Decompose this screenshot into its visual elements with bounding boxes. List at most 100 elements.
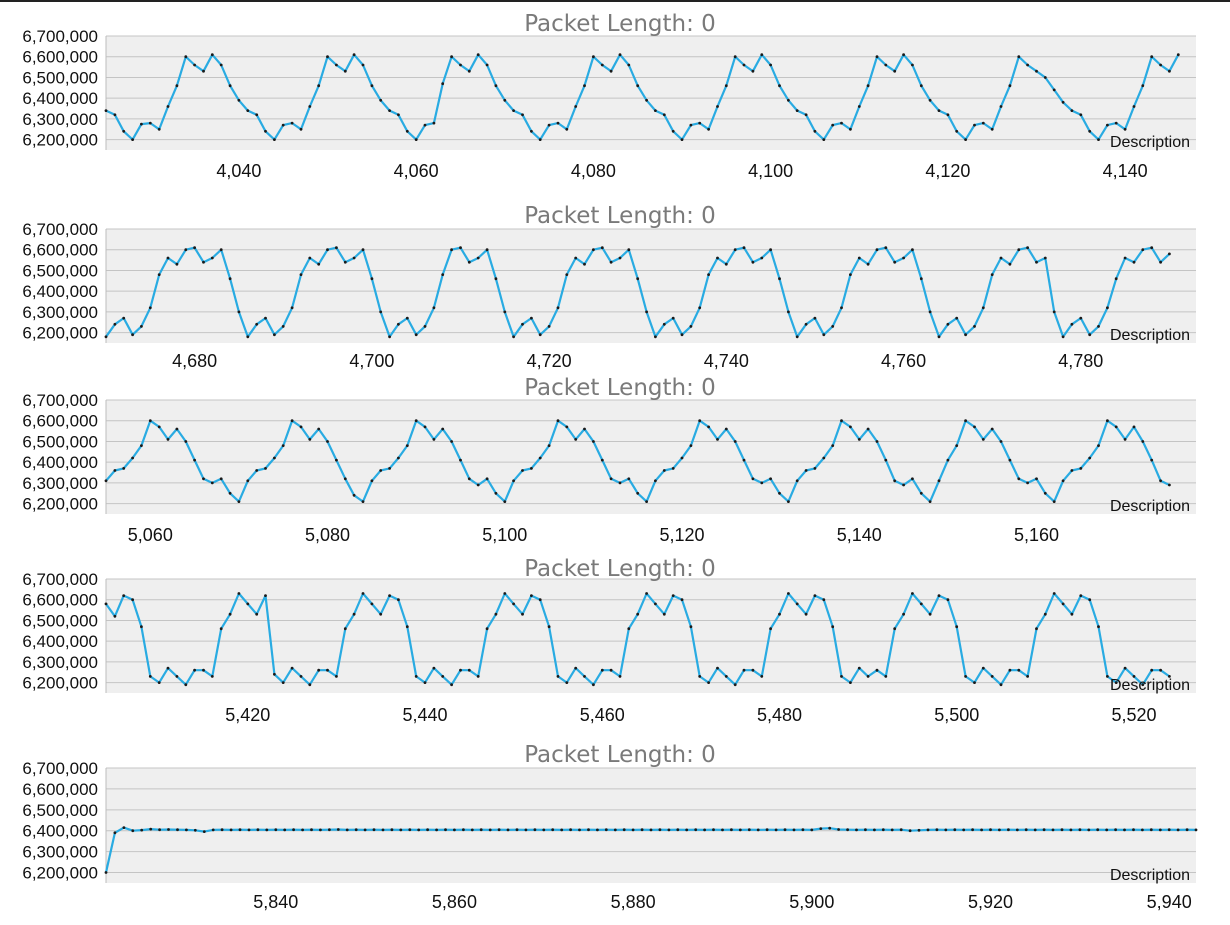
data-point xyxy=(801,828,805,832)
data-point xyxy=(813,594,817,597)
data-point xyxy=(530,594,533,597)
data-point xyxy=(538,333,542,337)
data-point xyxy=(618,53,622,57)
data-point xyxy=(104,479,108,483)
data-point xyxy=(281,123,285,127)
data-point xyxy=(944,828,948,832)
data-point xyxy=(104,109,108,112)
data-point xyxy=(441,675,445,678)
data-point xyxy=(937,594,941,597)
data-point xyxy=(955,129,959,133)
data-point xyxy=(604,828,608,832)
data-point xyxy=(587,828,590,832)
data-point xyxy=(769,627,772,631)
x-tick-label: 4,140 xyxy=(1103,161,1148,181)
data-point xyxy=(698,675,702,678)
data-point xyxy=(627,477,631,481)
data-point xyxy=(283,828,287,832)
data-point xyxy=(381,828,385,832)
data-point xyxy=(893,260,897,264)
data-point xyxy=(875,55,879,59)
data-point xyxy=(600,668,604,672)
data-point xyxy=(417,828,421,832)
data-point xyxy=(1026,481,1029,485)
data-point xyxy=(742,668,746,672)
data-point xyxy=(592,248,595,252)
data-point xyxy=(379,612,383,616)
data-point xyxy=(113,614,117,618)
data-point xyxy=(1017,477,1021,481)
data-point xyxy=(343,260,347,264)
data-point xyxy=(494,84,498,88)
data-point xyxy=(724,84,728,88)
data-point xyxy=(971,828,974,832)
data-point xyxy=(361,592,365,595)
data-point xyxy=(707,127,710,131)
y-tick-label: 6,300,000 xyxy=(22,303,98,322)
data-point xyxy=(738,828,742,832)
data-point xyxy=(751,668,755,672)
data-point xyxy=(476,675,480,678)
data-point xyxy=(857,438,861,441)
data-point xyxy=(175,262,179,266)
data-point xyxy=(1060,828,1064,832)
data-point xyxy=(290,419,294,423)
data-point xyxy=(937,335,941,339)
data-point xyxy=(1097,444,1100,447)
data-point xyxy=(556,675,560,678)
data-point xyxy=(426,828,429,832)
data-point xyxy=(733,55,737,59)
data-point xyxy=(470,828,474,832)
x-tick-label: 4,740 xyxy=(704,351,749,371)
data-point xyxy=(1069,828,1073,832)
plot-area xyxy=(106,400,1196,514)
data-point xyxy=(210,675,214,678)
data-point xyxy=(219,627,223,631)
data-point xyxy=(902,53,905,57)
data-point xyxy=(167,828,170,831)
plot-area xyxy=(106,768,1196,883)
data-point xyxy=(1088,333,1092,337)
data-point xyxy=(707,681,710,684)
data-point xyxy=(822,598,826,602)
data-point xyxy=(613,828,617,832)
data-point xyxy=(140,625,143,629)
data-point xyxy=(583,675,586,678)
data-point xyxy=(1007,828,1010,832)
data-point xyxy=(864,828,867,832)
data-point xyxy=(911,477,914,481)
data-point xyxy=(1132,828,1135,832)
data-point xyxy=(881,828,885,832)
data-point xyxy=(308,683,312,687)
data-point xyxy=(645,592,648,595)
x-tick-label: 5,100 xyxy=(482,525,527,545)
data-point xyxy=(228,277,232,281)
data-point xyxy=(1026,63,1029,67)
data-point xyxy=(694,828,698,832)
data-point xyxy=(698,121,702,125)
data-point xyxy=(538,598,542,602)
data-point xyxy=(432,306,436,310)
data-point xyxy=(131,333,135,337)
data-point xyxy=(787,592,790,595)
data-point xyxy=(1017,55,1021,59)
data-point xyxy=(326,248,329,252)
y-tick-label: 6,700,000 xyxy=(22,570,98,589)
data-point xyxy=(343,477,347,481)
data-point xyxy=(113,469,117,472)
data-point xyxy=(397,598,400,602)
y-tick-label: 6,200,000 xyxy=(22,324,98,343)
x-tick-label: 5,460 xyxy=(580,705,625,725)
data-point xyxy=(405,625,409,629)
data-point xyxy=(308,105,312,108)
data-point xyxy=(964,419,967,423)
data-point xyxy=(131,138,135,142)
data-point xyxy=(423,681,427,684)
data-point xyxy=(388,335,391,339)
data-point xyxy=(326,440,329,443)
data-point xyxy=(804,322,808,326)
data-point xyxy=(866,262,870,266)
data-point xyxy=(494,277,498,281)
data-point xyxy=(857,666,861,670)
y-tick-label: 6,400,000 xyxy=(22,282,98,301)
